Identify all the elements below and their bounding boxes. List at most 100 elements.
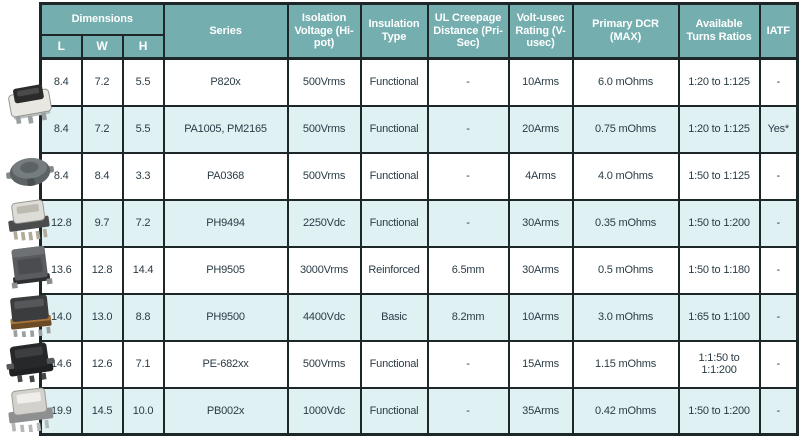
cell-ul-creepage: -	[426, 386, 510, 436]
table-row: 19.9 14.5 10.0 PB002x 1000Vdc Functional…	[39, 386, 799, 436]
cell-h: 14.4	[121, 245, 165, 295]
header-turns-ratios: Available Turns Ratios	[677, 2, 761, 60]
cell-h: 7.2	[121, 198, 165, 248]
table-row: 8.4 8.4 3.3 PA0368 500Vrms Functional - …	[39, 151, 799, 201]
cell-isolation-voltage: 500Vrms	[286, 104, 362, 154]
cell-iatf: -	[758, 151, 799, 201]
header-length: L	[39, 34, 83, 60]
product-spec-table: Dimensions Series Isolation Voltage (Hi-…	[39, 2, 800, 436]
cell-w: 8.4	[80, 151, 124, 201]
cell-turns-ratios: 1:65 to 1:100	[677, 292, 761, 342]
cell-insulation-type: Functional	[359, 339, 429, 389]
cell-volt-usec: 15Arms	[507, 339, 574, 389]
cell-isolation-voltage: 1000Vdc	[286, 386, 362, 436]
header-series: Series	[162, 2, 289, 60]
header-ul-creepage: UL Creepage Distance (Pri-Sec)	[426, 2, 510, 60]
cell-volt-usec: 30Arms	[507, 245, 574, 295]
cell-h: 7.1	[121, 339, 165, 389]
cell-w: 12.6	[80, 339, 124, 389]
cell-insulation-type: Functional	[359, 57, 429, 107]
table-row: 14.6 12.6 7.1 PE-682xx 500Vrms Functiona…	[39, 339, 799, 389]
cell-primary-dcr: 1.15 mOhms	[571, 339, 680, 389]
cell-volt-usec: 20Arms	[507, 104, 574, 154]
cell-iatf: -	[758, 386, 799, 436]
cell-series: PH9494	[162, 198, 289, 248]
table-row: 14.0 13.0 8.8 PH9500 4400Vdc Basic 8.2mm…	[39, 292, 799, 342]
cell-iatf: -	[758, 292, 799, 342]
cell-turns-ratios: 1:1:50 to 1:1:200	[677, 339, 761, 389]
table-row: 13.6 12.8 14.4 PH9505 3000Vrms Reinforce…	[39, 245, 799, 295]
cell-primary-dcr: 3.0 mOhms	[571, 292, 680, 342]
smd-transformer-photo-pa0368-icon	[2, 148, 58, 196]
cell-ul-creepage: -	[426, 151, 510, 201]
cell-volt-usec: 35Arms	[507, 386, 574, 436]
cell-series: PB002x	[162, 386, 289, 436]
cell-insulation-type: Functional	[359, 151, 429, 201]
cell-isolation-voltage: 500Vrms	[286, 151, 362, 201]
smd-transformer-photo-pb002x-icon	[2, 384, 58, 434]
cell-primary-dcr: 0.42 mOhms	[571, 386, 680, 436]
cell-turns-ratios: 1:20 to 1:125	[677, 104, 761, 154]
header-width: W	[80, 34, 124, 60]
header-iatf: IATF	[758, 2, 799, 60]
table-header: Dimensions Series Isolation Voltage (Hi-…	[39, 2, 799, 60]
header-primary-dcr: Primary DCR (MAX)	[571, 2, 680, 60]
cell-iatf: -	[758, 57, 799, 107]
cell-iatf: -	[758, 245, 799, 295]
cell-h: 8.8	[121, 292, 165, 342]
cell-insulation-type: Basic	[359, 292, 429, 342]
cell-series: P820x	[162, 57, 289, 107]
header-isolation-voltage: Isolation Voltage (Hi-pot)	[286, 2, 362, 60]
cell-turns-ratios: 1:50 to 1:200	[677, 386, 761, 436]
cell-ul-creepage: 6.5mm	[426, 245, 510, 295]
cell-turns-ratios: 1:50 to 1:125	[677, 151, 761, 201]
cell-turns-ratios: 1:50 to 1:180	[677, 245, 761, 295]
smd-transformer-photo-ph9494-icon	[2, 194, 58, 242]
cell-primary-dcr: 0.75 mOhms	[571, 104, 680, 154]
cell-turns-ratios: 1:50 to 1:200	[677, 198, 761, 248]
table-row: 12.8 9.7 7.2 PH9494 2250Vdc Functional -…	[39, 198, 799, 248]
cell-h: 10.0	[121, 386, 165, 436]
smd-transformer-photo-ph9505-icon	[2, 242, 58, 290]
cell-insulation-type: Reinforced	[359, 245, 429, 295]
table-row: 8.4 7.2 5.5 P820x 500Vrms Functional - 1…	[39, 57, 799, 107]
cell-ul-creepage: -	[426, 104, 510, 154]
cell-volt-usec: 10Arms	[507, 292, 574, 342]
header-volt-usec: Volt-usec Rating (V-usec)	[507, 2, 574, 60]
cell-w: 13.0	[80, 292, 124, 342]
smd-transformer-photo-ph9500-icon	[2, 289, 58, 338]
cell-insulation-type: Functional	[359, 386, 429, 436]
cell-h: 3.3	[121, 151, 165, 201]
cell-isolation-voltage: 500Vrms	[286, 339, 362, 389]
cell-l: 14.6	[39, 339, 83, 389]
smd-transformer-photo-pe682xx-icon	[2, 337, 58, 385]
cell-h: 5.5	[121, 57, 165, 107]
cell-series: PA1005, PM2165	[162, 104, 289, 154]
cell-w: 9.7	[80, 198, 124, 248]
cell-series: PH9505	[162, 245, 289, 295]
smd-transformer-photo-p820x-pa1005-icon	[2, 79, 58, 127]
header-height: H	[121, 34, 165, 60]
cell-w: 7.2	[80, 104, 124, 154]
cell-iatf: -	[758, 339, 799, 389]
cell-isolation-voltage: 3000Vrms	[286, 245, 362, 295]
cell-volt-usec: 4Arms	[507, 151, 574, 201]
cell-isolation-voltage: 4400Vdc	[286, 292, 362, 342]
cell-primary-dcr: 4.0 mOhms	[571, 151, 680, 201]
cell-primary-dcr: 0.35 mOhms	[571, 198, 680, 248]
cell-ul-creepage: 8.2mm	[426, 292, 510, 342]
cell-ul-creepage: -	[426, 198, 510, 248]
cell-ul-creepage: -	[426, 339, 510, 389]
cell-primary-dcr: 6.0 mOhms	[571, 57, 680, 107]
cell-w: 7.2	[80, 57, 124, 107]
cell-insulation-type: Functional	[359, 198, 429, 248]
cell-series: PE-682xx	[162, 339, 289, 389]
cell-w: 14.5	[80, 386, 124, 436]
header-insulation-type: Insulation Type	[359, 2, 429, 60]
cell-w: 12.8	[80, 245, 124, 295]
cell-series: PA0368	[162, 151, 289, 201]
cell-primary-dcr: 0.5 mOhms	[571, 245, 680, 295]
cell-volt-usec: 10Arms	[507, 57, 574, 107]
cell-volt-usec: 30Arms	[507, 198, 574, 248]
cell-turns-ratios: 1:20 to 1:125	[677, 57, 761, 107]
